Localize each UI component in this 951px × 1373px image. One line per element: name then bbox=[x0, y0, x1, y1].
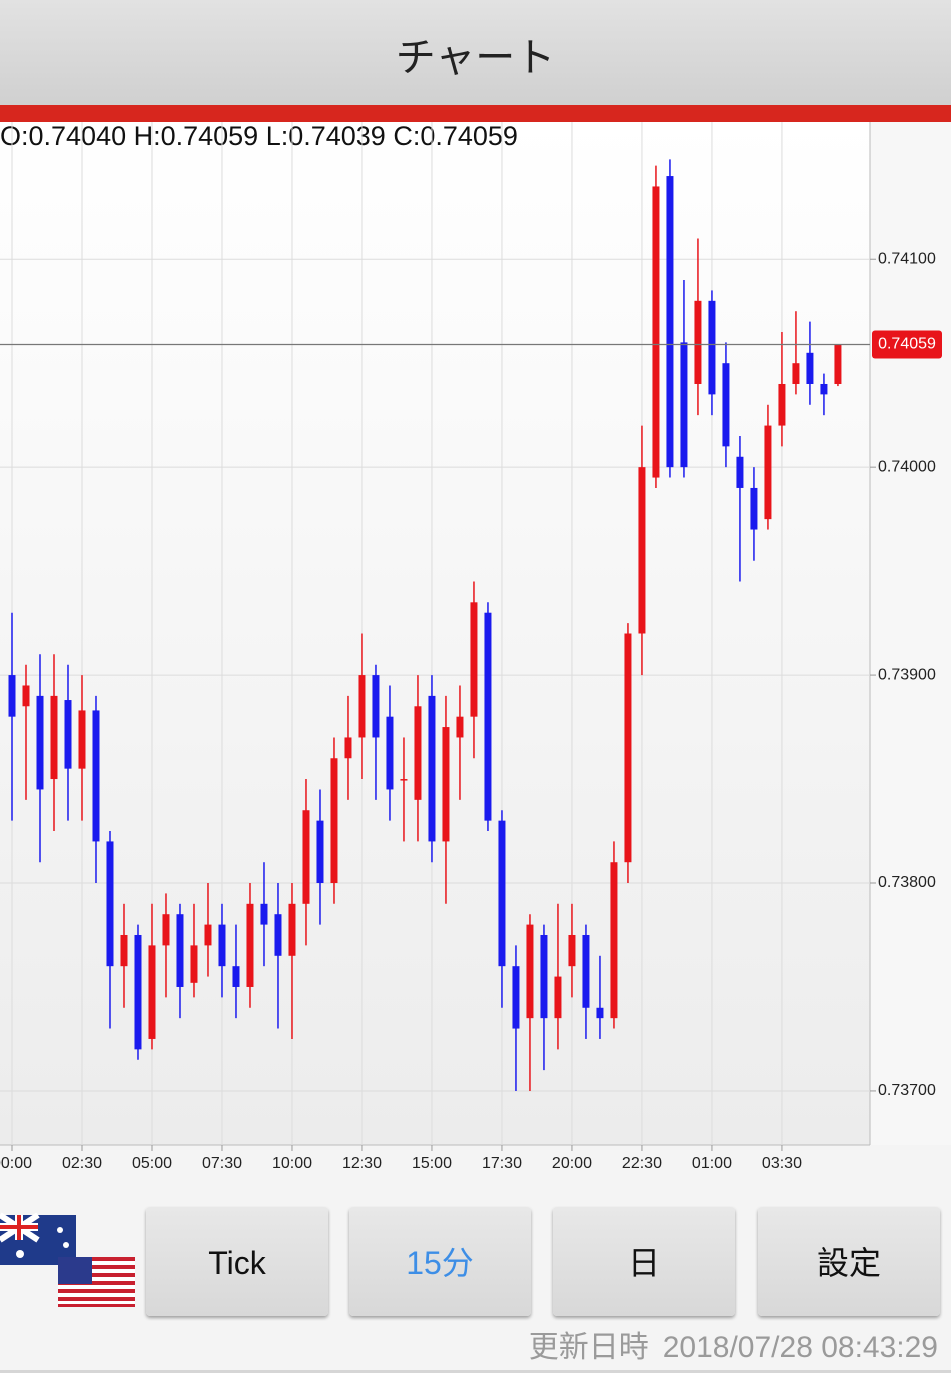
candle-body bbox=[400, 779, 408, 781]
button-15min[interactable]: 15分 bbox=[349, 1207, 531, 1316]
candle-body bbox=[36, 695, 44, 790]
candle-body bbox=[778, 383, 786, 426]
candle-body bbox=[134, 934, 142, 1050]
button-tick[interactable]: Tick bbox=[146, 1207, 328, 1316]
candle-body bbox=[120, 934, 128, 967]
candle-body bbox=[8, 675, 16, 717]
app-title: チャート bbox=[0, 0, 951, 105]
update-label: 更新日時 bbox=[528, 1331, 649, 1364]
update-time: 2018/07/28 08:43:29 bbox=[662, 1331, 938, 1364]
candle-body bbox=[358, 675, 366, 738]
y-tick-label: 0.73900 bbox=[878, 666, 936, 683]
candle-body bbox=[820, 383, 828, 395]
candle-body bbox=[568, 934, 576, 967]
bottom-border bbox=[0, 1370, 951, 1373]
x-tick-label: 10:00 bbox=[272, 1155, 312, 1172]
candle-body bbox=[78, 710, 86, 769]
candle-body bbox=[792, 363, 800, 384]
candle-body bbox=[694, 300, 702, 384]
candle-body bbox=[526, 924, 534, 1019]
x-tick-label: 05:00 bbox=[132, 1155, 172, 1172]
candle-body bbox=[484, 612, 492, 821]
candle-body bbox=[582, 934, 590, 1008]
candle-body bbox=[414, 706, 422, 800]
candle-body bbox=[302, 810, 310, 904]
x-tick-label: 01:00 bbox=[692, 1155, 732, 1172]
candle-body bbox=[190, 945, 198, 983]
candle-body bbox=[386, 716, 394, 790]
candle-body bbox=[624, 633, 632, 863]
candle-body bbox=[288, 903, 296, 956]
candle-body bbox=[372, 675, 380, 738]
candle-body bbox=[330, 758, 338, 884]
candle-body bbox=[162, 914, 170, 946]
x-axis-area bbox=[0, 1145, 951, 1190]
button-settings[interactable]: 設定 bbox=[758, 1207, 940, 1316]
x-tick-label: 02:30 bbox=[62, 1155, 102, 1172]
candle-body bbox=[470, 602, 478, 717]
candle-body bbox=[246, 903, 254, 987]
button-day[interactable]: 日 bbox=[553, 1207, 735, 1316]
candle-body bbox=[554, 976, 562, 1019]
candle-body bbox=[736, 456, 744, 488]
candle-body bbox=[218, 924, 226, 967]
x-tick-label: 17:30 bbox=[482, 1155, 522, 1172]
plot-area bbox=[0, 122, 870, 1145]
y-tick-label: 0.74000 bbox=[878, 458, 936, 475]
currency-flags bbox=[0, 1212, 135, 1307]
candle-body bbox=[512, 966, 520, 1029]
candle-body bbox=[610, 862, 618, 1019]
candle-body bbox=[176, 914, 184, 987]
ohlc-header: O:0.74040 H:0.74059 L:0.74039 C:0.74059 bbox=[0, 121, 518, 151]
candle-body bbox=[498, 820, 506, 967]
candle-body bbox=[834, 344, 842, 384]
update-info: 更新日時 2018/07/28 08:43:29 bbox=[515, 1322, 938, 1366]
y-tick-label: 0.73700 bbox=[878, 1082, 936, 1099]
candle-body bbox=[274, 914, 282, 956]
axis-area bbox=[870, 122, 951, 1145]
header-bar bbox=[0, 105, 951, 122]
candle-body bbox=[722, 363, 730, 447]
candle-body bbox=[106, 841, 114, 967]
x-tick-label: 20:00 bbox=[552, 1155, 592, 1172]
chart: O:0.74040 H:0.74059 L:0.74039 C:0.74059 … bbox=[0, 121, 951, 1190]
x-tick-label: 12:30 bbox=[342, 1155, 382, 1172]
candle-body bbox=[764, 425, 772, 520]
y-tick-label: 0.73800 bbox=[878, 874, 936, 891]
candle-body bbox=[638, 467, 646, 634]
candle-body bbox=[680, 342, 688, 468]
candle-body bbox=[344, 737, 352, 759]
x-tick-label: 22:30 bbox=[622, 1155, 662, 1172]
x-tick-label: 03:30 bbox=[762, 1155, 802, 1172]
candle-body bbox=[750, 487, 758, 530]
candle-body bbox=[806, 352, 814, 384]
candle-body bbox=[50, 695, 58, 780]
candle-body bbox=[204, 924, 212, 946]
candle-body bbox=[652, 186, 660, 478]
candle-body bbox=[22, 685, 30, 707]
candle-body bbox=[456, 716, 464, 738]
candle-body bbox=[666, 176, 674, 468]
candle-body bbox=[428, 695, 436, 842]
candle-body bbox=[708, 300, 716, 395]
candle-body bbox=[596, 1007, 604, 1019]
candle-body bbox=[442, 727, 450, 842]
last-price-badge bbox=[872, 330, 942, 359]
candle-body bbox=[316, 820, 324, 884]
x-tick-label: 15:00 bbox=[412, 1155, 452, 1172]
y-tick-label: 0.74100 bbox=[878, 250, 936, 267]
candle-body bbox=[540, 934, 548, 1019]
candle-body bbox=[260, 903, 268, 925]
candle-body bbox=[232, 966, 240, 987]
x-tick-label: 00:00 bbox=[0, 1155, 32, 1172]
candle-body bbox=[64, 700, 72, 769]
candle-body bbox=[148, 945, 156, 1039]
x-tick-label: 07:30 bbox=[202, 1155, 242, 1172]
last-price-label: 0.74059 bbox=[878, 336, 936, 353]
candle-body bbox=[92, 710, 100, 842]
flag-us bbox=[58, 1257, 135, 1307]
